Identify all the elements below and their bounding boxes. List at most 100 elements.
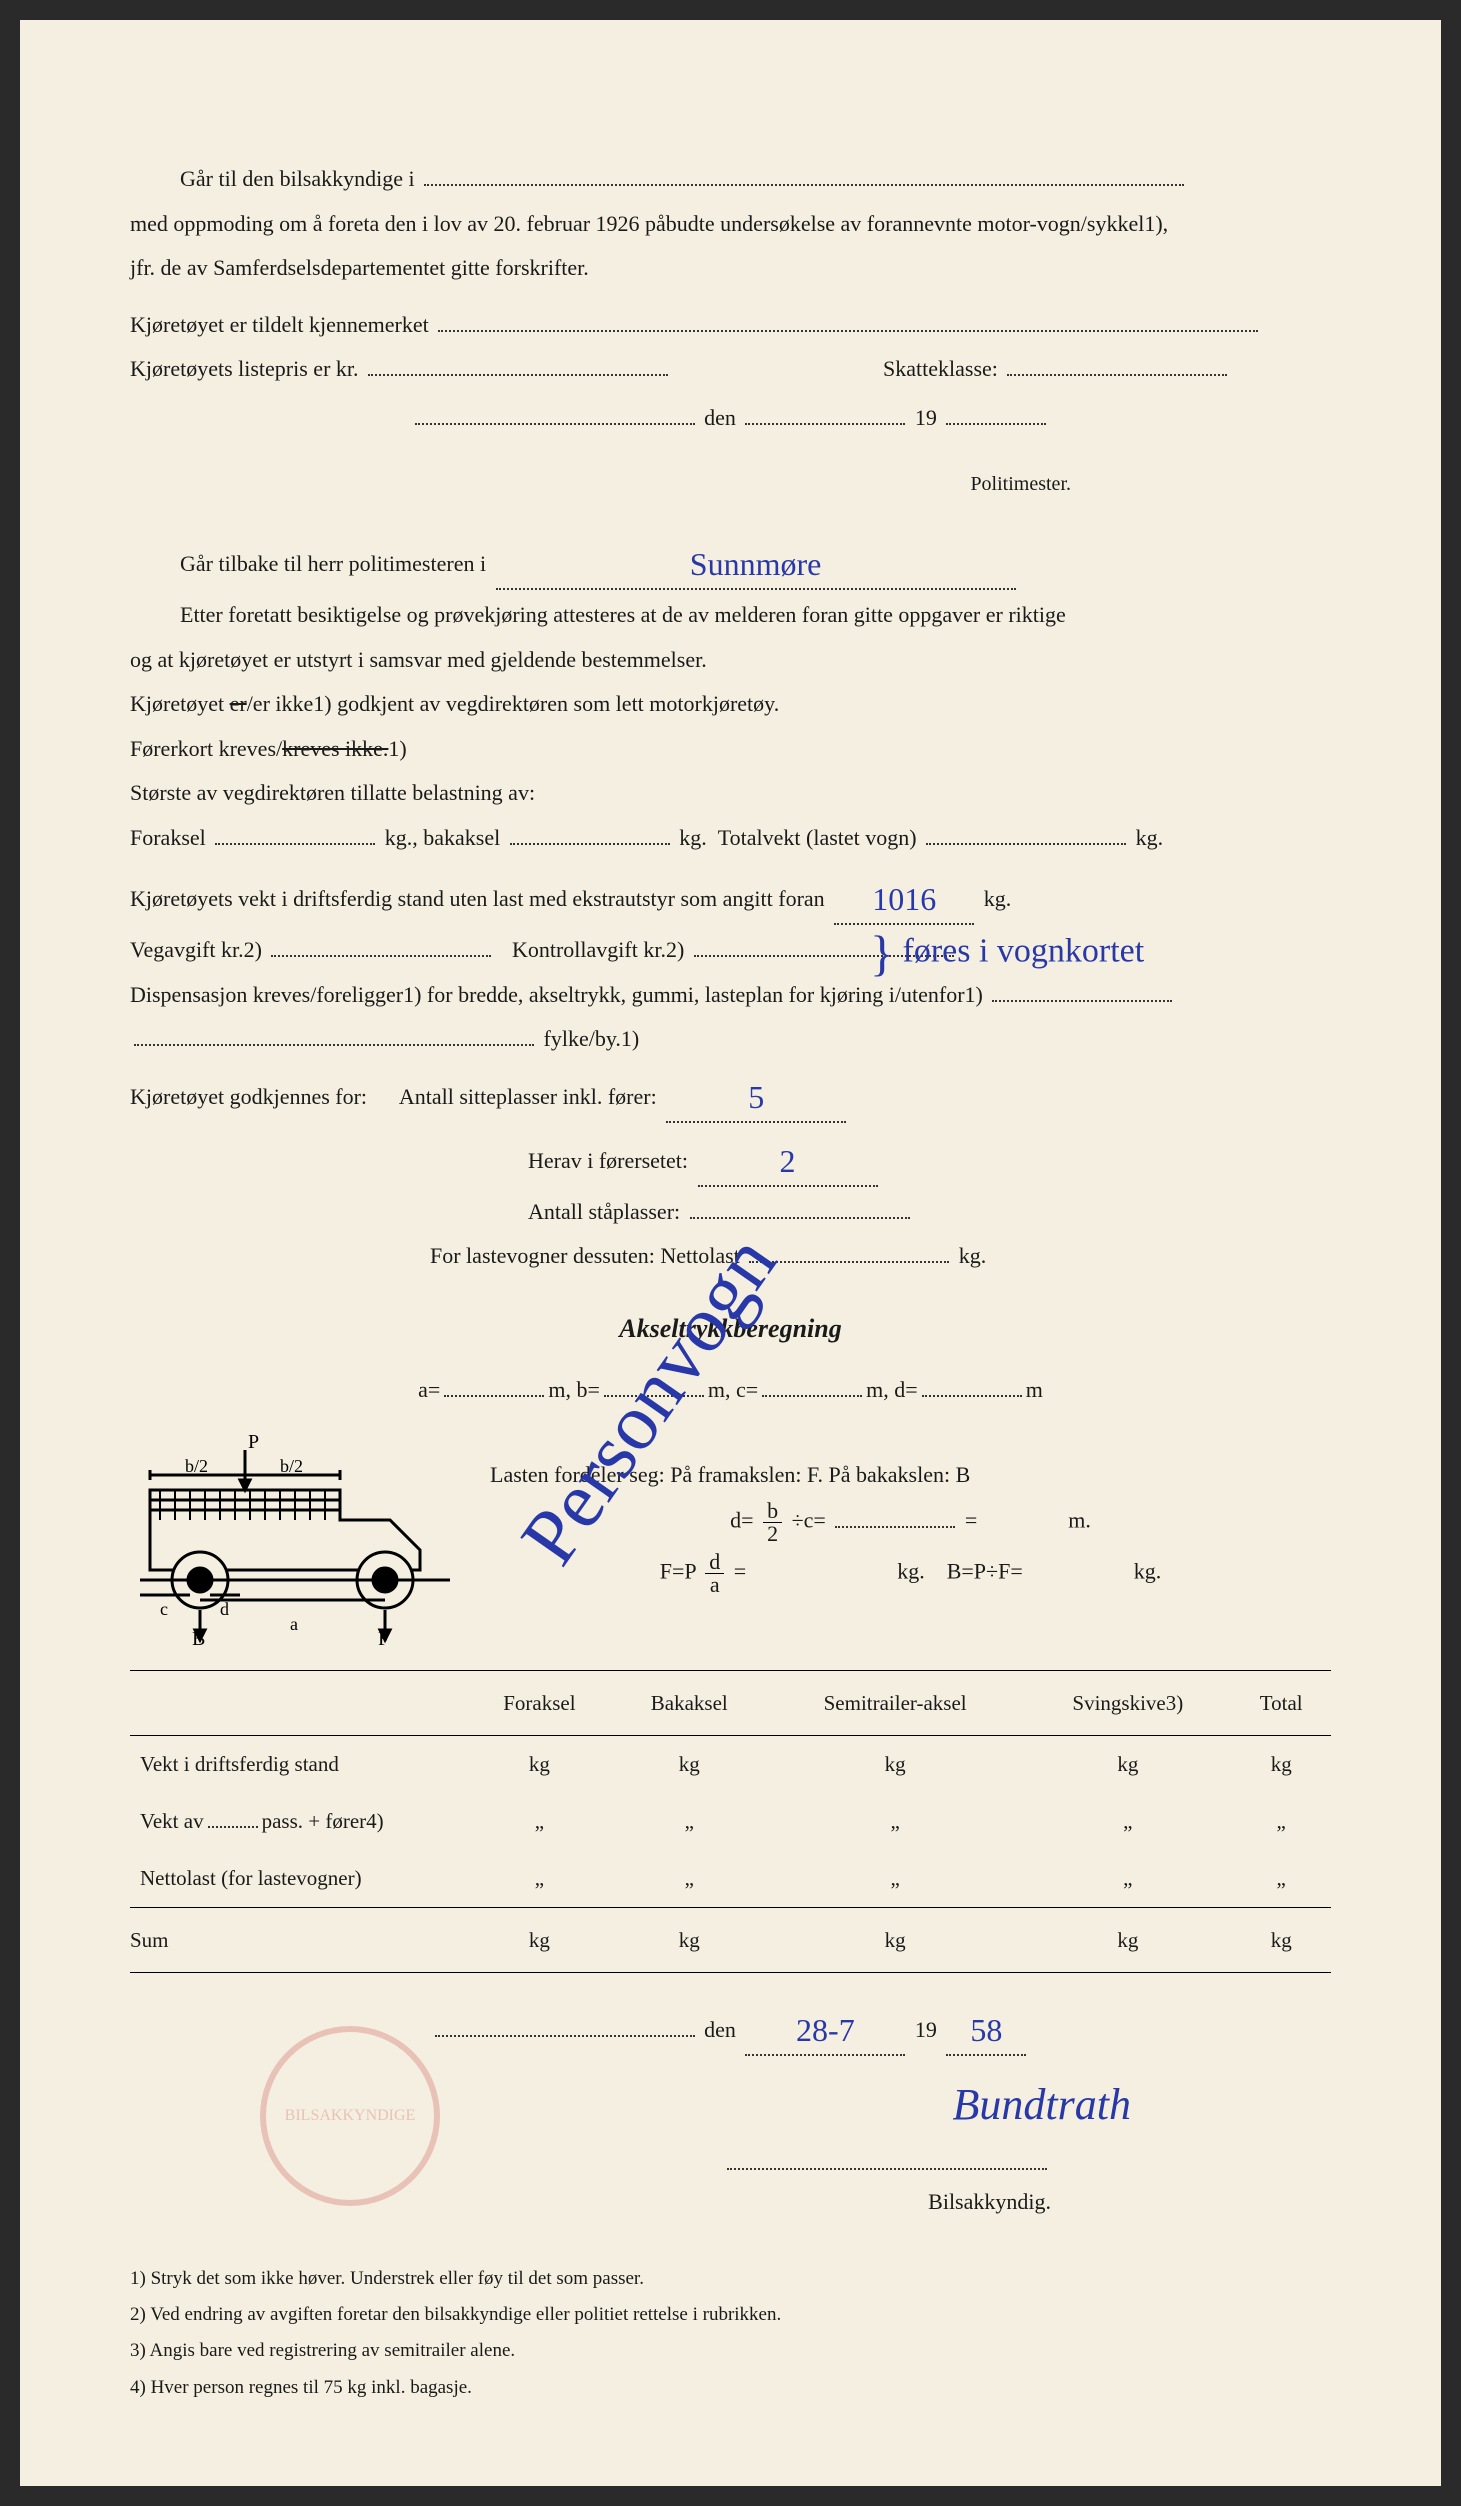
- unit: m,: [708, 1377, 731, 1402]
- cell: „: [766, 1850, 1024, 1907]
- line-kjennemerke: Kjøretøyet er tildelt kjennemerket: [130, 306, 1331, 345]
- cell: „: [766, 1793, 1024, 1850]
- cell: kg: [612, 1736, 766, 1793]
- label: Kjøretøyet godkjennes for:: [130, 1084, 367, 1109]
- th: [130, 1670, 466, 1736]
- label: Kjøretøyets vekt i driftsferdig stand ut…: [130, 886, 825, 911]
- text: F=P: [660, 1559, 696, 1584]
- formula-fb: F=P da = kg. B=P÷F= kg.: [490, 1551, 1331, 1596]
- cell: „: [466, 1850, 612, 1907]
- politimester-label: Politimester.: [130, 467, 1331, 502]
- blank-field: [368, 374, 668, 376]
- calculation-table: Foraksel Bakaksel Semitrailer-aksel Svin…: [130, 1670, 1331, 1974]
- blank-field: [745, 423, 905, 425]
- unit: m.: [1068, 1508, 1091, 1533]
- signature: Bundtrath: [953, 2080, 1131, 2129]
- label: Foraksel: [130, 825, 206, 850]
- label: fylke/by.1): [544, 1026, 640, 1051]
- text: B=P÷F=: [947, 1559, 1023, 1584]
- section-title-aksel: Akseltrykkberegning: [130, 1306, 1331, 1352]
- svg-text:b/2: b/2: [185, 1456, 208, 1476]
- blank: [922, 1395, 1022, 1397]
- table-row: Nettolast (for lastevogner) „ „ „ „ „: [130, 1850, 1331, 1907]
- blank-field: [215, 843, 375, 845]
- unit: kg.: [897, 1559, 925, 1584]
- unit: kg.: [679, 825, 707, 850]
- text: =: [965, 1508, 983, 1533]
- cell: „: [466, 1793, 612, 1850]
- th: Foraksel: [466, 1670, 612, 1736]
- field-sitteplasser: 5: [666, 1065, 846, 1123]
- label: Vegavgift kr.2): [130, 937, 262, 962]
- cell: „: [612, 1793, 766, 1850]
- line-staplasser: Antall ståplasser:: [130, 1193, 1331, 1232]
- label: Dispensasjon kreves/foreligger1) for bre…: [130, 982, 983, 1007]
- cell: kg: [1024, 1907, 1231, 1973]
- line-lastevogner: For lastevogner dessuten: Nettolast kg.: [130, 1237, 1331, 1276]
- unit: kg.: [959, 1243, 987, 1268]
- th: Semitrailer-aksel: [766, 1670, 1024, 1736]
- line-attest1: Etter foretatt besiktigelse og prøvekjør…: [130, 596, 1331, 635]
- text: Vekt av: [140, 1809, 204, 1833]
- cell: kg: [766, 1907, 1024, 1973]
- unit: m: [1026, 1377, 1043, 1402]
- cell: kg: [766, 1736, 1024, 1793]
- struck-text: kreves ikke.: [282, 736, 388, 761]
- label: Bilsakkyndig.: [928, 2189, 1051, 2214]
- label: den: [704, 2017, 736, 2042]
- label: For lastevogner dessuten: Nettolast: [430, 1243, 740, 1268]
- cell: kg: [612, 1907, 766, 1973]
- handwritten-side-note: } føres i vognkortet: [870, 910, 1144, 998]
- blank-field: [1007, 374, 1227, 376]
- table-row: Vekt avpass. + fører4) „ „ „ „ „: [130, 1793, 1331, 1850]
- line-belastning: Største av vegdirektøren tillatte belast…: [130, 774, 1331, 813]
- th: Bakaksel: [612, 1670, 766, 1736]
- diagram-block: P b/2 b/2 c d a B F Lasten fordeler seg:…: [130, 1430, 1331, 1650]
- blank: [444, 1395, 544, 1397]
- label: Herav i førersetet:: [528, 1148, 688, 1173]
- row-label: Sum: [130, 1907, 466, 1973]
- blank-field: [946, 423, 1046, 425]
- handwritten-value: 5: [748, 1069, 764, 1125]
- formula-column: Lasten fordeler seg: På framakslen: F. P…: [490, 1430, 1331, 1603]
- cell: kg: [466, 1907, 612, 1973]
- table-row: Vekt i driftsferdig stand kg kg kg kg kg: [130, 1736, 1331, 1793]
- blank-field: [424, 184, 1184, 186]
- label: Totalvekt (lastet vogn): [718, 825, 917, 850]
- line-avgift: Vegavgift kr.2) Kontrollavgift kr.2): [130, 931, 1331, 970]
- th: Svingskive3): [1024, 1670, 1231, 1736]
- unit: kg.: [984, 886, 1012, 911]
- line-listepris: Kjøretøyets listepris er kr. Skatteklass…: [130, 350, 1331, 389]
- cell: „: [1231, 1793, 1331, 1850]
- year-prefix: 19: [915, 405, 937, 430]
- handwritten-value: Sunnmøre: [690, 536, 822, 592]
- line-forerkort: Førerkort kreves/kreves ikke.1): [130, 730, 1331, 769]
- line-date: den 19: [130, 399, 1331, 438]
- text: pass. + fører4): [262, 1809, 384, 1833]
- cell: kg: [466, 1736, 612, 1793]
- blank-field: [510, 843, 670, 845]
- blank-field: [415, 423, 695, 425]
- text: Førerkort kreves/: [130, 736, 282, 761]
- blank-field: [271, 955, 491, 957]
- unit: kg.: [385, 825, 413, 850]
- label: Går tilbake til herr politimesteren i: [180, 551, 486, 576]
- svg-text:d: d: [220, 1599, 229, 1619]
- fraction-icon: b2: [763, 1500, 782, 1545]
- footnote: 2) Ved endring av avgiften foretar den b…: [130, 2297, 1331, 2333]
- cell: kg: [1024, 1736, 1231, 1793]
- svg-text:a: a: [290, 1614, 298, 1634]
- row-label: Vekt i driftsferdig stand: [130, 1736, 466, 1793]
- unit: m,: [866, 1377, 889, 1402]
- document-page: Går til den bilsakkyndige i med oppmodin…: [20, 20, 1441, 2486]
- text: Kjøretøyet: [130, 691, 230, 716]
- blank: [604, 1395, 704, 1397]
- line-fylkeby: fylke/by.1): [130, 1020, 1331, 1059]
- svg-text:P: P: [248, 1431, 259, 1453]
- svg-text:B: B: [192, 1628, 205, 1650]
- line-godkjennes: Kjøretøyet godkjennes for: Antall sittep…: [130, 1065, 1331, 1123]
- blank: [762, 1395, 862, 1397]
- line-forerset: Herav i førersetet: 2: [130, 1129, 1331, 1187]
- line-aksel-weights: Foraksel kg., bakaksel kg. Totalvekt (la…: [130, 819, 1331, 858]
- blank-field: [438, 330, 1258, 332]
